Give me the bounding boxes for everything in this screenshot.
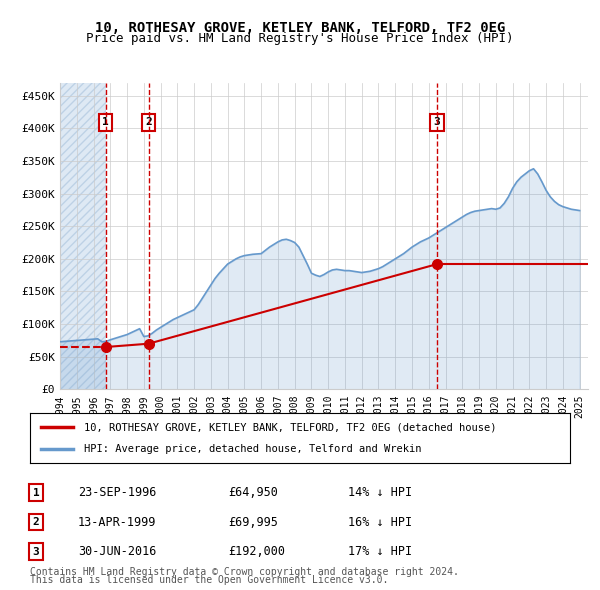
Text: 2: 2 xyxy=(32,517,40,527)
Text: HPI: Average price, detached house, Telford and Wrekin: HPI: Average price, detached house, Telf… xyxy=(84,444,421,454)
Text: 2: 2 xyxy=(145,117,152,127)
Bar xyxy=(60,83,106,389)
Text: 10, ROTHESAY GROVE, KETLEY BANK, TELFORD, TF2 0EG (detached house): 10, ROTHESAY GROVE, KETLEY BANK, TELFORD… xyxy=(84,422,497,432)
Text: 17% ↓ HPI: 17% ↓ HPI xyxy=(348,545,412,558)
Text: 23-SEP-1996: 23-SEP-1996 xyxy=(78,486,157,499)
Text: 3: 3 xyxy=(434,117,440,127)
Text: 30-JUN-2016: 30-JUN-2016 xyxy=(78,545,157,558)
Text: 1: 1 xyxy=(32,488,40,497)
Text: £64,950: £64,950 xyxy=(228,486,278,499)
Text: Contains HM Land Registry data © Crown copyright and database right 2024.: Contains HM Land Registry data © Crown c… xyxy=(30,567,459,577)
Text: 1: 1 xyxy=(103,117,109,127)
Text: £69,995: £69,995 xyxy=(228,516,278,529)
Text: 10, ROTHESAY GROVE, KETLEY BANK, TELFORD, TF2 0EG: 10, ROTHESAY GROVE, KETLEY BANK, TELFORD… xyxy=(95,21,505,35)
Text: £192,000: £192,000 xyxy=(228,545,285,558)
Text: 13-APR-1999: 13-APR-1999 xyxy=(78,516,157,529)
Text: 16% ↓ HPI: 16% ↓ HPI xyxy=(348,516,412,529)
Text: This data is licensed under the Open Government Licence v3.0.: This data is licensed under the Open Gov… xyxy=(30,575,388,585)
Text: 3: 3 xyxy=(32,547,40,556)
Text: Price paid vs. HM Land Registry's House Price Index (HPI): Price paid vs. HM Land Registry's House … xyxy=(86,32,514,45)
Text: 14% ↓ HPI: 14% ↓ HPI xyxy=(348,486,412,499)
